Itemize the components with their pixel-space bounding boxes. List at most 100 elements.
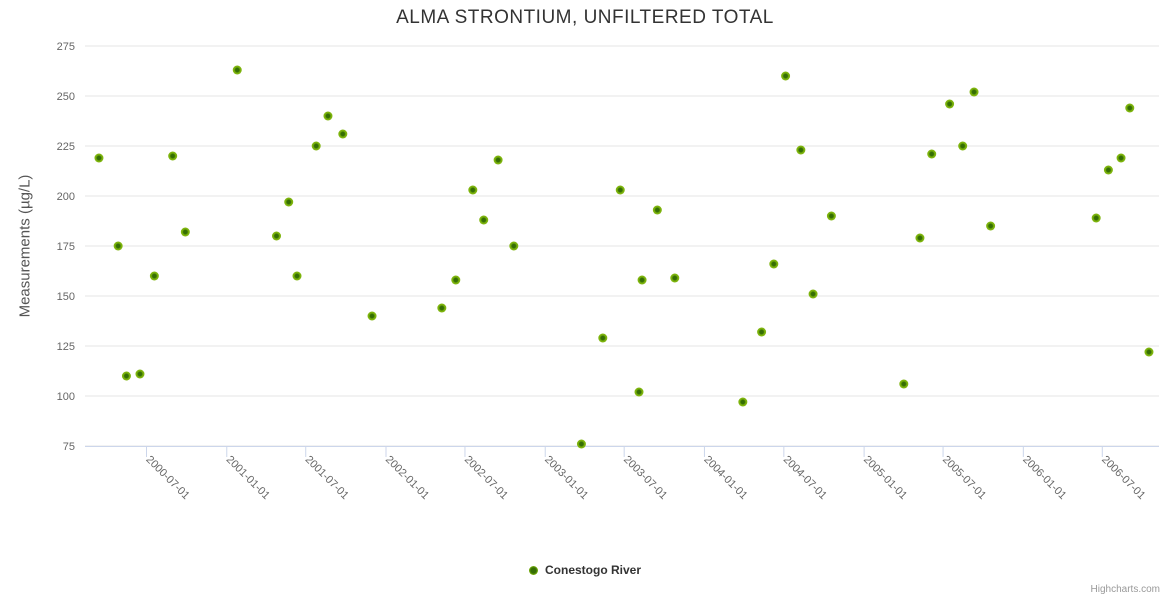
- data-point[interactable]: [94, 153, 104, 163]
- data-point[interactable]: [634, 387, 644, 397]
- data-point[interactable]: [451, 275, 461, 285]
- data-point[interactable]: [437, 303, 447, 313]
- data-point-marker-icon: [437, 303, 447, 313]
- data-point-marker-icon: [94, 153, 104, 163]
- data-point-marker-icon: [927, 149, 937, 159]
- data-point[interactable]: [808, 289, 818, 299]
- data-point-marker-icon: [149, 271, 159, 281]
- x-axis-tick-label: 2001-07-01: [303, 454, 351, 502]
- data-point[interactable]: [738, 397, 748, 407]
- data-point-marker-icon: [509, 241, 519, 251]
- data-point[interactable]: [781, 71, 791, 81]
- data-point[interactable]: [1116, 153, 1126, 163]
- data-point-marker-icon: [1091, 213, 1101, 223]
- data-point[interactable]: [509, 241, 519, 251]
- data-point[interactable]: [915, 233, 925, 243]
- data-point-marker-icon: [121, 371, 131, 381]
- x-axis-tick-label: 2004-07-01: [781, 454, 829, 502]
- data-point[interactable]: [493, 155, 503, 165]
- data-point[interactable]: [135, 369, 145, 379]
- data-point-marker-icon: [670, 273, 680, 283]
- data-point[interactable]: [598, 333, 608, 343]
- data-point[interactable]: [1144, 347, 1154, 357]
- data-point-marker-icon: [826, 211, 836, 221]
- data-point-marker-icon: [232, 65, 242, 75]
- data-point[interactable]: [958, 141, 968, 151]
- data-point[interactable]: [899, 379, 909, 389]
- data-point[interactable]: [338, 129, 348, 139]
- data-point[interactable]: [1103, 165, 1113, 175]
- x-axis-tick-label: 2000-07-01: [143, 454, 191, 502]
- data-point[interactable]: [284, 197, 294, 207]
- data-point-marker-icon: [796, 145, 806, 155]
- legend-item-conestogo-river[interactable]: Conestogo River: [528, 563, 641, 577]
- data-point-marker-icon: [180, 227, 190, 237]
- data-point-marker-icon: [272, 231, 282, 241]
- data-point[interactable]: [945, 99, 955, 109]
- data-point[interactable]: [969, 87, 979, 97]
- y-axis-tick-label: 250: [57, 91, 75, 103]
- data-point-marker-icon: [479, 215, 489, 225]
- data-point[interactable]: [769, 259, 779, 269]
- data-point[interactable]: [292, 271, 302, 281]
- x-axis-tick-label: 2004-01-01: [701, 454, 749, 502]
- data-point-marker-icon: [899, 379, 909, 389]
- y-axis-tick-label: 225: [57, 141, 75, 153]
- x-axis-tick-label: 2001-01-01: [224, 454, 272, 502]
- data-point-marker-icon: [1125, 103, 1135, 113]
- data-point[interactable]: [479, 215, 489, 225]
- data-point[interactable]: [927, 149, 937, 159]
- data-point-marker-icon: [338, 129, 348, 139]
- highcharts-credits-link[interactable]: Highcharts.com: [1090, 584, 1160, 595]
- data-point[interactable]: [826, 211, 836, 221]
- data-point[interactable]: [757, 327, 767, 337]
- data-point-marker-icon: [637, 275, 647, 285]
- x-axis-tick-label: 2003-01-01: [542, 454, 590, 502]
- data-point-marker-icon: [808, 289, 818, 299]
- data-point-marker-icon: [468, 185, 478, 195]
- data-point-marker-icon: [168, 151, 178, 161]
- data-point[interactable]: [986, 221, 996, 231]
- x-axis-tick-label: 2002-01-01: [383, 454, 431, 502]
- y-axis-tick-label: 75: [63, 441, 75, 453]
- data-point-marker-icon: [1144, 347, 1154, 357]
- data-point[interactable]: [796, 145, 806, 155]
- data-point[interactable]: [149, 271, 159, 281]
- data-point[interactable]: [232, 65, 242, 75]
- chart-title: ALMA STRONTIUM, UNFILTERED TOTAL: [396, 7, 774, 28]
- data-point-marker-icon: [757, 327, 767, 337]
- x-axis-tick-label: 2005-01-01: [861, 454, 909, 502]
- data-point[interactable]: [367, 311, 377, 321]
- data-point-marker-icon: [652, 205, 662, 215]
- data-point[interactable]: [323, 111, 333, 121]
- data-point[interactable]: [180, 227, 190, 237]
- data-point-marker-icon: [958, 141, 968, 151]
- y-axis-tick-label: 150: [57, 291, 75, 303]
- data-point-marker-icon: [615, 185, 625, 195]
- data-point[interactable]: [311, 141, 321, 151]
- y-axis-tick-label: 125: [57, 341, 75, 353]
- data-point-marker-icon: [493, 155, 503, 165]
- data-point[interactable]: [576, 439, 586, 449]
- data-point[interactable]: [670, 273, 680, 283]
- data-point[interactable]: [637, 275, 647, 285]
- data-point[interactable]: [168, 151, 178, 161]
- data-point[interactable]: [272, 231, 282, 241]
- data-point[interactable]: [113, 241, 123, 251]
- data-point-marker-icon: [367, 311, 377, 321]
- data-point[interactable]: [121, 371, 131, 381]
- data-point-marker-icon: [915, 233, 925, 243]
- data-point[interactable]: [1125, 103, 1135, 113]
- y-axis-tick-label: 200: [57, 191, 75, 203]
- data-point[interactable]: [1091, 213, 1101, 223]
- data-point[interactable]: [468, 185, 478, 195]
- data-point-marker-icon: [738, 397, 748, 407]
- y-axis-tick-label: 175: [57, 241, 75, 253]
- x-axis-tick-label: 2003-07-01: [621, 454, 669, 502]
- data-point[interactable]: [615, 185, 625, 195]
- data-point[interactable]: [652, 205, 662, 215]
- data-point-marker-icon: [135, 369, 145, 379]
- data-point-marker-icon: [451, 275, 461, 285]
- data-point-marker-icon: [284, 197, 294, 207]
- y-axis-tick-label: 275: [57, 41, 75, 53]
